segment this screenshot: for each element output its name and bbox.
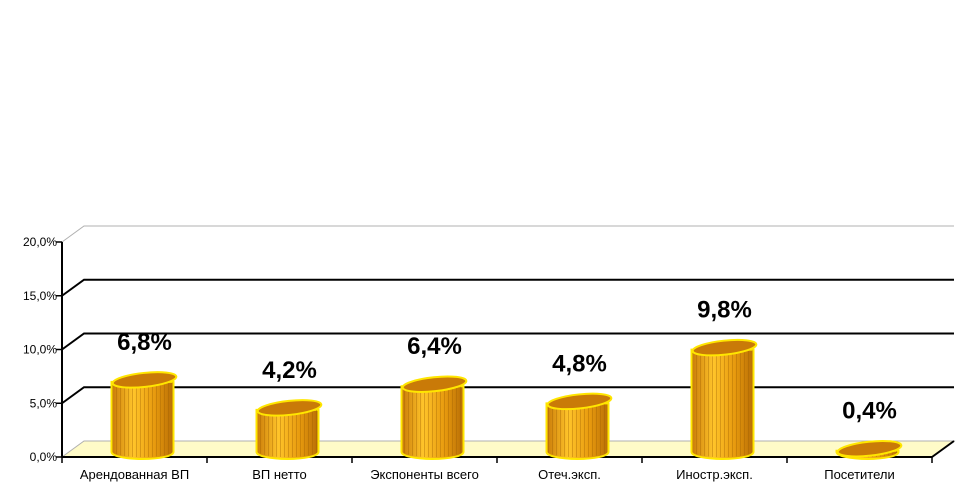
x-tick-label: Иностр.эксп.: [676, 467, 753, 482]
y-tick-label: 0,0%: [30, 450, 58, 464]
gridline: [61, 386, 954, 405]
chart-backdrop: [60, 225, 956, 458]
y-tick-label: 15,0%: [23, 289, 57, 303]
bar: [690, 338, 758, 460]
data-label: 4,2%: [262, 357, 317, 384]
bar-texture: [547, 403, 608, 458]
bar-series: [110, 338, 903, 460]
gridline: [61, 278, 954, 297]
bar-texture: [402, 386, 463, 458]
x-tick-label: Экспоненты всего: [370, 467, 479, 482]
y-tick-label: 5,0%: [30, 396, 58, 410]
chart-floor: [60, 440, 956, 458]
data-label: 6,4%: [407, 333, 462, 360]
data-label: 6,8%: [117, 329, 172, 356]
bar-texture: [112, 381, 173, 458]
bar-texture: [257, 409, 318, 458]
y-tick-label: 20,0%: [23, 235, 57, 249]
y-axis: 0,0% 5,0% 10,0% 15,0% 20,0%: [23, 235, 63, 464]
back-wall-top-edge: [61, 225, 954, 243]
data-label: 4,8%: [552, 350, 607, 377]
bar-texture: [692, 349, 753, 458]
bar: [400, 375, 468, 460]
bar-top: [546, 392, 613, 411]
bar-top: [111, 371, 178, 389]
x-tick-label: Отеч.эксп.: [538, 467, 601, 482]
bar: [545, 392, 613, 460]
bar: [110, 371, 178, 460]
data-label: 9,8%: [697, 297, 752, 324]
x-tick-label: Посетители: [824, 467, 895, 482]
bar: [255, 399, 323, 460]
gridline: [61, 332, 954, 351]
data-label: 0,4%: [842, 398, 897, 425]
bar-top: [256, 399, 323, 417]
bar-top: [836, 439, 903, 458]
x-tick-label: ВП нетто: [252, 467, 307, 482]
bar-top: [401, 375, 468, 393]
x-axis: Арендованная ВП ВП нетто Экспоненты всего О…: [61, 440, 955, 482]
data-labels: 6,8% 4,2% 6,4% 4,8% 9,8% 0,4%: [117, 297, 897, 425]
x-tick-label: Арендованная ВП: [80, 467, 189, 482]
bar: [835, 439, 903, 460]
bar-top: [691, 338, 758, 357]
y-tick-label: 10,0%: [23, 343, 57, 357]
x-axis-depth-edge: [931, 440, 955, 458]
